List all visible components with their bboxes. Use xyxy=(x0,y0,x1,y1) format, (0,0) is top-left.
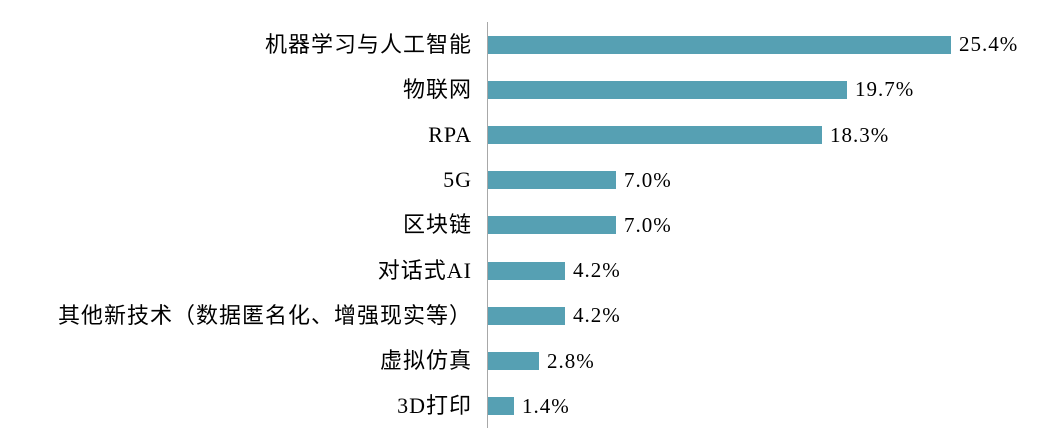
category-label: 其他新技术（数据匿名化、增强现实等） xyxy=(57,302,472,328)
category-label: 对话式AI xyxy=(377,257,472,283)
bar-row: 区块链 7.0% xyxy=(0,203,1052,248)
bar xyxy=(488,171,616,190)
bar-row: 3D打印 1.4% xyxy=(0,384,1052,429)
category-label: 虚拟仿真 xyxy=(379,348,472,374)
bar-row: 5G 7.0% xyxy=(0,158,1052,203)
value-label: 2.8% xyxy=(547,348,595,373)
bar xyxy=(488,35,951,54)
bar-row: 对话式AI 4.2% xyxy=(0,248,1052,293)
bar-row: 物联网 19.7% xyxy=(0,67,1052,112)
value-label: 25.4% xyxy=(959,32,1019,57)
bar-row: 其他新技术（数据匿名化、增强现实等） 4.2% xyxy=(0,293,1052,338)
bar-row: RPA 18.3% xyxy=(0,112,1052,157)
bar xyxy=(488,80,847,99)
category-label: 物联网 xyxy=(402,76,472,102)
bar xyxy=(488,352,539,371)
value-label: 4.2% xyxy=(573,258,621,283)
category-label: 3D打印 xyxy=(397,393,472,419)
bar xyxy=(488,397,514,416)
category-label: 机器学习与人工智能 xyxy=(264,31,472,57)
bar xyxy=(488,261,565,280)
bar-row: 机器学习与人工智能 25.4% xyxy=(0,22,1052,67)
value-label: 7.0% xyxy=(624,212,672,237)
bar-row: 虚拟仿真 2.8% xyxy=(0,339,1052,384)
bar xyxy=(488,216,616,235)
category-label: 5G xyxy=(443,167,472,193)
value-label: 18.3% xyxy=(830,122,890,147)
value-label: 7.0% xyxy=(624,167,672,192)
value-label: 4.2% xyxy=(573,303,621,328)
category-label: RPA xyxy=(428,122,472,148)
value-label: 1.4% xyxy=(522,393,570,418)
bar xyxy=(488,126,822,145)
bar-rows: 机器学习与人工智能 25.4% 物联网 19.7% RPA 18.3% 5G 7.0% 区块链 7… xyxy=(0,22,1052,429)
y-axis-line xyxy=(487,22,488,428)
value-label: 19.7% xyxy=(855,77,915,102)
category-label: 区块链 xyxy=(402,212,472,238)
bar xyxy=(488,306,565,325)
